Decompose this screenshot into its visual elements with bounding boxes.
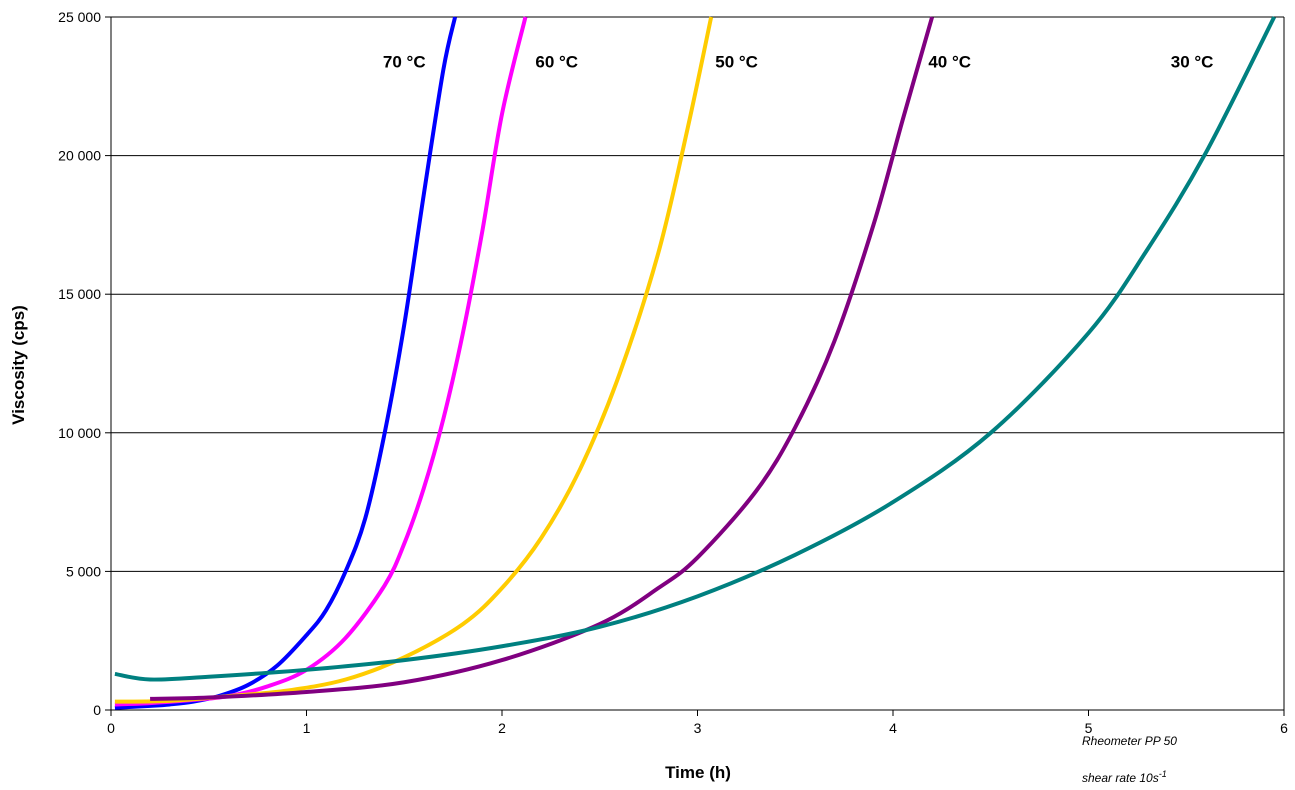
- x-tick-label-5: 5: [1085, 720, 1093, 736]
- series-label-1: 60 °C: [535, 52, 578, 71]
- series-label-0: 70 °C: [383, 52, 426, 71]
- x-tick-label-1: 1: [303, 720, 311, 736]
- y-tick-label-0: 0: [93, 702, 101, 718]
- shear-rate-note: shear rate 10s-1: [1082, 769, 1167, 785]
- x-tick-label-3: 3: [694, 720, 702, 736]
- series-line-4: [114, 16, 1277, 682]
- series-label-2: 50 °C: [715, 52, 758, 71]
- y-tick-label-2: 10 000: [58, 425, 101, 441]
- y-tick-label-4: 20 000: [58, 148, 101, 164]
- grid-layer: [111, 16, 1284, 572]
- label-layer: 70 °C 60 °C 50 °C 40 °C 30 °C: [383, 52, 1214, 71]
- x-axis-title: Time (h): [665, 763, 731, 782]
- y-tick-label-3: 15 000: [58, 286, 101, 302]
- series-line-0: [114, 16, 458, 710]
- x-tick-label-0: 0: [107, 720, 115, 736]
- series-label-3: 40 °C: [928, 52, 971, 71]
- y-tick-label-1: 5 000: [66, 563, 101, 579]
- series-line-3: [150, 16, 935, 701]
- y-tick-label-5: 25 000: [58, 9, 101, 25]
- y-axis-title: Viscosity (cps): [9, 305, 28, 425]
- axis-layer: 0 5 000 10 000 15 000 20 000 25 000 0 1 2 3 4 5 6: [58, 9, 1288, 736]
- instrument-note: Rheometer PP 50: [1082, 734, 1177, 748]
- shear-rate-exponent: -1: [1159, 769, 1167, 779]
- series-line-2: [114, 16, 714, 704]
- x-tick-label-6: 6: [1280, 720, 1288, 736]
- x-tick-label-2: 2: [498, 720, 506, 736]
- series-layer: [114, 16, 1277, 710]
- x-tick-label-4: 4: [889, 720, 897, 736]
- shear-rate-prefix: shear rate 10s: [1082, 771, 1159, 785]
- series-line-1: [114, 16, 528, 707]
- series-label-4: 30 °C: [1171, 52, 1214, 71]
